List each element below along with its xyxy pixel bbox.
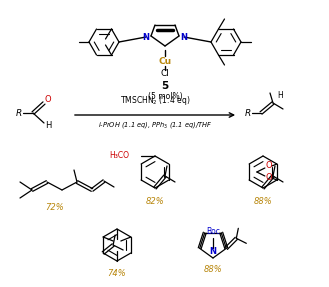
Text: Cu: Cu xyxy=(159,57,171,65)
Text: (5 mol%): (5 mol%) xyxy=(148,92,182,102)
Text: 88%: 88% xyxy=(204,265,222,274)
Text: N: N xyxy=(142,32,149,42)
Text: 5: 5 xyxy=(162,81,169,91)
Text: 88%: 88% xyxy=(254,197,272,207)
Text: N: N xyxy=(210,247,216,257)
Text: 74%: 74% xyxy=(108,269,126,278)
Text: 82%: 82% xyxy=(146,197,164,207)
Text: Cl: Cl xyxy=(161,69,169,79)
Text: H₃CO: H₃CO xyxy=(109,152,129,160)
Text: 72%: 72% xyxy=(46,203,64,212)
Text: O: O xyxy=(266,174,272,183)
Text: R: R xyxy=(16,108,22,117)
Text: $i$-PrOH (1.1 eq), PPh$_3$ (1.1 eq)/THF: $i$-PrOH (1.1 eq), PPh$_3$ (1.1 eq)/THF xyxy=(98,120,212,130)
Text: R: R xyxy=(245,108,251,117)
Text: O: O xyxy=(45,96,51,104)
Text: H: H xyxy=(45,121,51,131)
Text: TMSCHN$_2$ (1.4 eq): TMSCHN$_2$ (1.4 eq) xyxy=(120,94,190,107)
Text: H: H xyxy=(277,90,283,100)
Text: O: O xyxy=(266,162,272,170)
Text: N: N xyxy=(181,32,188,42)
Text: Boc: Boc xyxy=(206,228,220,236)
